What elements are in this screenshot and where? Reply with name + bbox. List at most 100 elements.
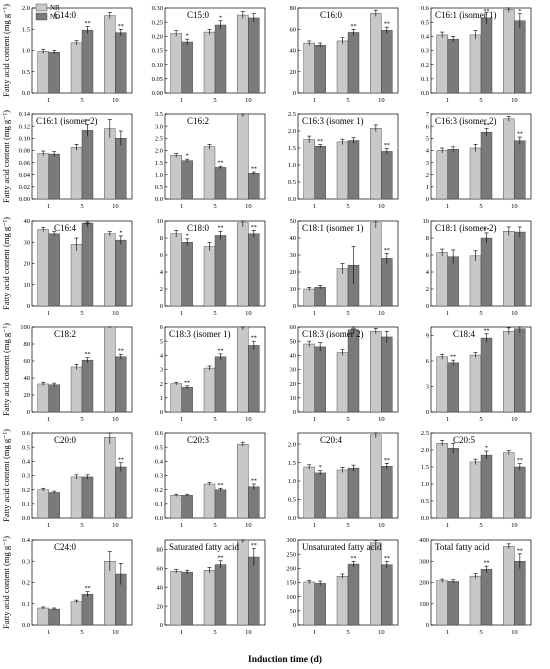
significance-mark: ** — [118, 24, 124, 30]
x-tick-label: 1 — [446, 522, 449, 529]
y-tick-label: 3.0 — [155, 123, 163, 130]
chart-title: Unsaturated fatty acid — [302, 542, 382, 552]
y-tick-label: 0.1 — [421, 76, 429, 83]
y-axis-label: Fatty acid content (mg g⁻¹) — [1, 110, 11, 203]
bar-nr — [303, 288, 315, 307]
y-tick-label: 0.15 — [152, 48, 163, 55]
y-tick-label: 0 — [293, 409, 296, 416]
x-tick-label: 1 — [446, 203, 449, 210]
x-tick-label: 1 — [313, 522, 316, 529]
bar-nd — [115, 239, 127, 307]
significance-mark: ** — [484, 9, 490, 15]
bar-nr — [370, 331, 382, 413]
significance-mark: ** — [118, 349, 124, 355]
bar-nr — [336, 141, 349, 200]
bar-nd — [81, 593, 94, 626]
chart-panel: 0.0 0.5 1.0 1.5 2.0 2.5 3.0 3.5 1 * 5 ** 10 ** C16:2 — [155, 111, 266, 210]
bar-nr — [503, 9, 515, 94]
chart-panels: 0.00.51.01.52.01 5**10**C14:00.000.050.10… — [19, 5, 532, 636]
chart-title: C18:4 — [453, 329, 476, 339]
bar-nd — [81, 359, 94, 413]
y-tick-label: 9 — [426, 333, 429, 340]
y-tick-label: 1.0 — [288, 478, 296, 485]
x-tick-label: 1 — [313, 629, 316, 636]
x-tick-label: 5 — [346, 310, 349, 317]
bar-nr — [37, 489, 49, 519]
bar-nr — [104, 128, 116, 200]
bar-nd — [248, 345, 260, 413]
significance-mark: ** — [85, 586, 91, 592]
y-tick-label: 1.5 — [22, 26, 30, 33]
y-tick-label: 80 — [24, 341, 31, 348]
significance-mark: ** — [484, 561, 490, 567]
significance-mark: * — [186, 233, 189, 239]
y-tick-label: 1.5 — [288, 460, 296, 467]
y-tick-label: 6 — [426, 252, 430, 259]
bar-nd — [181, 41, 193, 94]
legend-swatch-nr — [35, 3, 48, 12]
y-tick-label: 6 — [426, 123, 430, 130]
bar-nr — [37, 51, 49, 94]
x-tick-label: 10 — [112, 522, 119, 529]
y-tick-label: 0.5 — [22, 69, 30, 76]
bar-nr — [104, 233, 116, 307]
y-tick-label: 0.5 — [155, 184, 163, 191]
bar-nr — [203, 367, 216, 413]
x-tick-label: 5 — [80, 97, 83, 104]
significance-mark: ** — [384, 143, 390, 149]
y-tick-label: 0.5 — [155, 444, 163, 451]
x-tick-label: 10 — [378, 97, 385, 104]
y-tick-label: 0.02 — [19, 184, 30, 191]
y-tick-label: 0.0 — [288, 515, 296, 522]
bar-nd — [480, 454, 493, 519]
y-tick-label: 2 — [160, 381, 163, 388]
bar-nd — [381, 466, 393, 519]
significance-mark: ** — [218, 483, 224, 489]
chart-panel: 0.0 0.5 1.0 1.5 2.0 1 * 5 10 ** C20:4 — [288, 432, 399, 529]
chart-title: C18:1 (isomer 2) — [435, 223, 497, 233]
x-tick-label: 5 — [346, 97, 349, 104]
bar-nd — [314, 472, 326, 519]
bar-nd — [181, 571, 193, 626]
y-tick-label: 3 — [160, 367, 163, 374]
bar-nd — [181, 387, 193, 413]
chart-title: C18:0 — [187, 223, 210, 233]
bar-nd — [214, 235, 227, 307]
y-tick-label: 20 — [24, 261, 31, 268]
bar-nr — [237, 113, 249, 200]
bar-nr — [170, 570, 182, 626]
x-tick-label: 5 — [479, 310, 482, 317]
y-tick-label: 40 — [24, 218, 31, 225]
bar-nd — [214, 356, 227, 413]
y-tick-label: 0.5 — [288, 179, 296, 186]
y-tick-label: 0 — [426, 409, 429, 416]
y-tick-label: 10 — [157, 218, 164, 225]
y-tick-label: 2 — [160, 286, 163, 293]
bar-nr — [436, 34, 448, 94]
y-tick-label: 0.25 — [152, 19, 163, 26]
bar-nr — [37, 607, 49, 626]
x-tick-label: 1 — [180, 629, 183, 636]
bar-nr — [104, 437, 116, 519]
y-tick-label: 2.0 — [155, 148, 163, 155]
y-tick-label: 7 — [426, 111, 430, 118]
significance-mark: ** — [517, 132, 523, 138]
y-tick-label: 8 — [160, 235, 163, 242]
bar-nr — [336, 469, 349, 519]
y-tick-label: 4 — [426, 148, 430, 155]
y-tick-label: 0.10 — [152, 62, 163, 69]
y-tick-label: 0 — [426, 303, 429, 310]
chart-panel: 0 1 2 3 4 5 6 1 ** 5 ** 10 ** C18:3 (isomer 1) — [160, 324, 266, 423]
x-tick-label: 1 — [446, 310, 449, 317]
bar-nd — [48, 384, 60, 413]
x-tick-label: 10 — [511, 629, 518, 636]
x-tick-label: 10 — [378, 522, 385, 529]
bar-nr — [237, 222, 249, 307]
bar-nd — [314, 346, 326, 413]
significance-mark: ** — [384, 22, 390, 28]
y-tick-label: 50 — [290, 338, 297, 345]
y-tick-label: 0.3 — [155, 473, 163, 480]
y-tick-label: 100 — [419, 601, 429, 608]
x-tick-label: 1 — [180, 203, 183, 210]
